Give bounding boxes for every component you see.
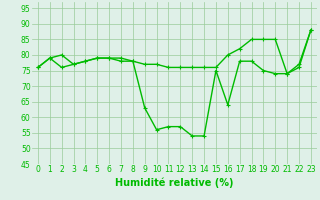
X-axis label: Humidité relative (%): Humidité relative (%): [115, 177, 234, 188]
